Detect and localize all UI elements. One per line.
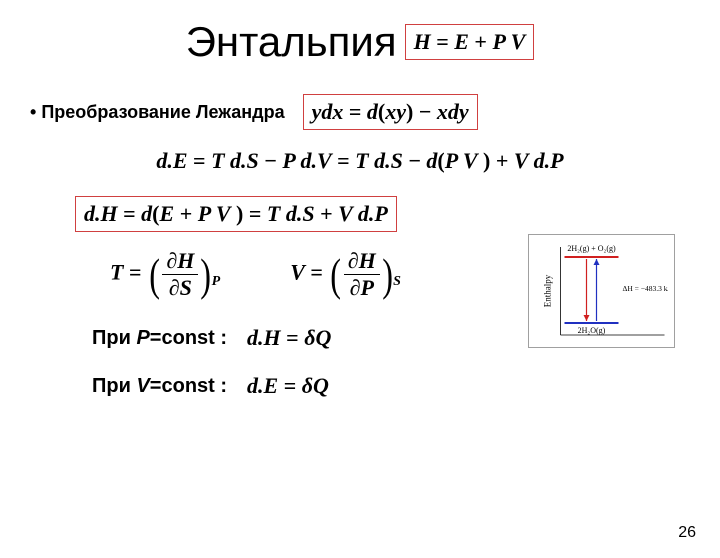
- diagram-top-label: 2H₂(g) + O₂(g): [567, 244, 616, 253]
- title-definition-box: H = E + P V: [405, 24, 535, 60]
- legendre-box: ydx = d(xy) − xdy: [303, 94, 478, 130]
- eq-dE: d.E = T d.S − P d.V = T d.S − d(P V ) + …: [0, 148, 720, 174]
- dH-box: d.H = d(E + P V ) = T d.S + V d.P: [75, 196, 397, 232]
- enthalpy-diagram: Enthalpy 2H₂(g) + O₂(g) 2H₂O(g) ΔH = −48…: [528, 234, 675, 348]
- partial-T: T = ( ∂H ∂S )P: [110, 248, 220, 301]
- title-row: Энтальпия H = E + P V: [0, 18, 720, 66]
- diagram-ylabel: Enthalpy: [542, 275, 552, 308]
- diagram-delta-label: ΔH = −483.3 kJ: [623, 284, 669, 293]
- cond-V-label: При V=const :: [92, 375, 227, 398]
- cond-V-eq: d.E = δQ: [247, 373, 329, 399]
- bullet-text: • Преобразование Лежандра: [30, 102, 285, 123]
- page-number: 26: [678, 524, 696, 542]
- cond-V-row: При V=const : d.E = δQ: [92, 373, 720, 399]
- cond-P-label: При P=const :: [92, 327, 227, 350]
- diagram-bottom-label: 2H₂O(g): [578, 326, 606, 335]
- eq-dH-row: d.H = d(E + P V ) = T d.S + V d.P: [75, 196, 720, 232]
- page-title: Энтальпия: [186, 18, 397, 66]
- bullet-row: • Преобразование Лежандра ydx = d(xy) − …: [30, 94, 720, 130]
- partial-V: V = ( ∂H ∂P )S: [290, 248, 401, 301]
- cond-P-eq: d.H = δQ: [247, 325, 331, 351]
